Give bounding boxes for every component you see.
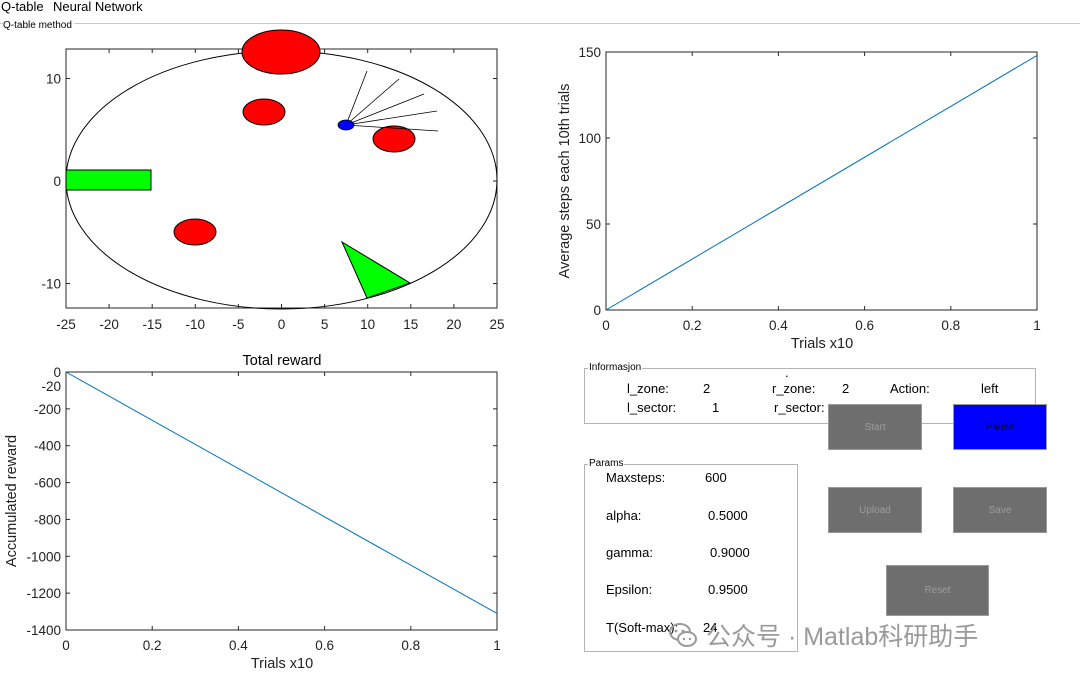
epsilon-label: Epsilon: [606,582,653,597]
alpha-label: alpha: [606,508,642,523]
env-y-tick-label: 0 [53,174,61,189]
start-button[interactable]: Start [828,404,922,450]
gamma-value[interactable]: 0.9000 [710,545,750,560]
l-sector-value: 1 [712,400,720,415]
gamma-label: gamma: [606,545,653,560]
goal-triangle [340,240,412,299]
watermark-text: 公众号 · Matlab科研助手 [706,623,979,651]
steps-series-line [605,55,1038,311]
reward-y-tick-label: 0 [53,365,61,380]
tab-bar: Q-table Neural Network [0,0,1080,22]
steps-xlabel: Trials x10 [791,336,853,352]
obstacle-upper-left [242,98,286,126]
env-x-tick-label: -15 [142,317,162,332]
steps-x-tick-label: 0.6 [855,318,874,333]
steps-y-tick-label: 0 [593,303,601,318]
reward-y-tick-label: -600 [34,476,61,491]
save-button[interactable]: Save [953,487,1047,533]
env-x-tick-label: -25 [56,317,76,332]
tab-neural-network[interactable]: Neural Network [53,0,143,14]
upload-button[interactable]: Upload [828,487,922,533]
info-panel-label: Informasjon [588,362,643,374]
tsoftmax-value[interactable]: 24 [703,620,718,635]
maxsteps-label: Maxsteps: [606,470,666,485]
steps-x-tick-label: 0.4 [769,318,788,333]
env-x-tick-label: -20 [99,317,119,332]
reward-y-tick-label: -1200 [26,586,61,601]
info-dot: . [785,365,789,380]
reward-y-tick-label: -400 [34,439,61,454]
reward-plot: Total reward 0 0.2 0.4 0.6 0.8 1 0 -200 -400 -600… [4,353,501,672]
env-x-tick-label: 5 [321,317,329,332]
tab-divider [0,23,1080,24]
obstacle-top [241,29,321,75]
reward-x-tick-label: 0.6 [315,638,334,653]
steps-x-tick-label: 0 [602,318,610,333]
env-x-tick-label: -10 [186,317,206,332]
env-x-tick-label: 0 [278,317,286,332]
reward-xlabel: Trials x10 [251,656,313,672]
agent-sensor-rays [345,70,439,132]
steps-x-tick-label: 1 [1033,318,1041,333]
steps-y-tick-label: 150 [578,45,601,60]
env-x-tick-label: 15 [403,317,418,332]
r-zone-label: r_zone: [772,381,816,396]
reward-x-tick-label: 0 [62,638,70,653]
env-x-tick-label: 20 [446,317,461,332]
watermark: 公众号 · Matlab科研助手 [668,618,978,652]
r-sector-label: r_sector: [774,400,825,415]
wechat-icon [669,623,697,647]
obstacle-lower-left [173,218,217,246]
r-zone-value: 2 [842,381,850,396]
reward-y-tick-label: -1400 [26,623,61,638]
reward-title: Total reward [243,353,322,369]
steps-plot: 0 0.2 0.4 0.6 0.8 1 150 100 50 0 Trials x10 Avera… [557,45,1041,352]
agent [337,119,355,131]
env-x-tick-label: 10 [360,317,375,332]
reward-ylabel: Accumulated reward [4,435,20,567]
env-x-tick-label: 25 [489,317,504,332]
action-label: Action: [890,381,930,396]
reward-x-tick-label: 1 [493,638,501,653]
goal-zone [65,169,152,191]
panel-title: Q-table method [3,20,74,31]
env-y-tick-label: -20 [41,379,61,394]
steps-x-tick-label: 0.2 [683,318,702,333]
steps-x-tick-label: 0.8 [941,318,960,333]
obstacle-right [372,125,416,153]
reward-y-tick-label: -800 [34,512,61,527]
reward-y-tick-label: -1000 [26,549,61,564]
alpha-value[interactable]: 0.5000 [708,508,748,523]
reward-x-tick-label: 0.4 [229,638,248,653]
params-panel: Params Maxsteps: 600 alpha: 0.5000 gamma… [584,458,798,652]
reward-x-tick-label: 0.2 [143,638,162,653]
action-value: left [981,381,999,396]
l-zone-value: 2 [703,381,711,396]
l-sector-label: l_sector: [627,400,677,415]
tab-q-table[interactable]: Q-table [1,0,44,14]
params-panel-label: Params [588,458,625,470]
reward-series-line [65,371,498,614]
maxsteps-value[interactable]: 600 [705,470,727,485]
reward-axes-box [65,371,498,631]
info-panel: Informasjon . l_zone: 2 r_zone: 2 Action… [584,362,1036,424]
steps-y-tick-label: 50 [586,217,601,232]
reward-x-tick-label: 0.8 [401,638,420,653]
steps-ylabel: Average steps each 10th trials [557,84,573,279]
reset-button[interactable]: Reset [886,565,989,616]
env-x-tick-label: -5 [232,317,244,332]
tsoftmax-label: T(Soft-max): [606,620,679,635]
epsilon-value[interactable]: 0.9500 [708,582,748,597]
env-y-tick-label: 10 [46,72,61,87]
reward-y-tick-label: -200 [34,402,61,417]
steps-y-tick-label: 100 [578,131,601,146]
pause-button[interactable]: Pause [953,404,1047,450]
l-zone-label: l_zone: [627,381,669,396]
env-y-tick-label: -10 [41,277,61,292]
